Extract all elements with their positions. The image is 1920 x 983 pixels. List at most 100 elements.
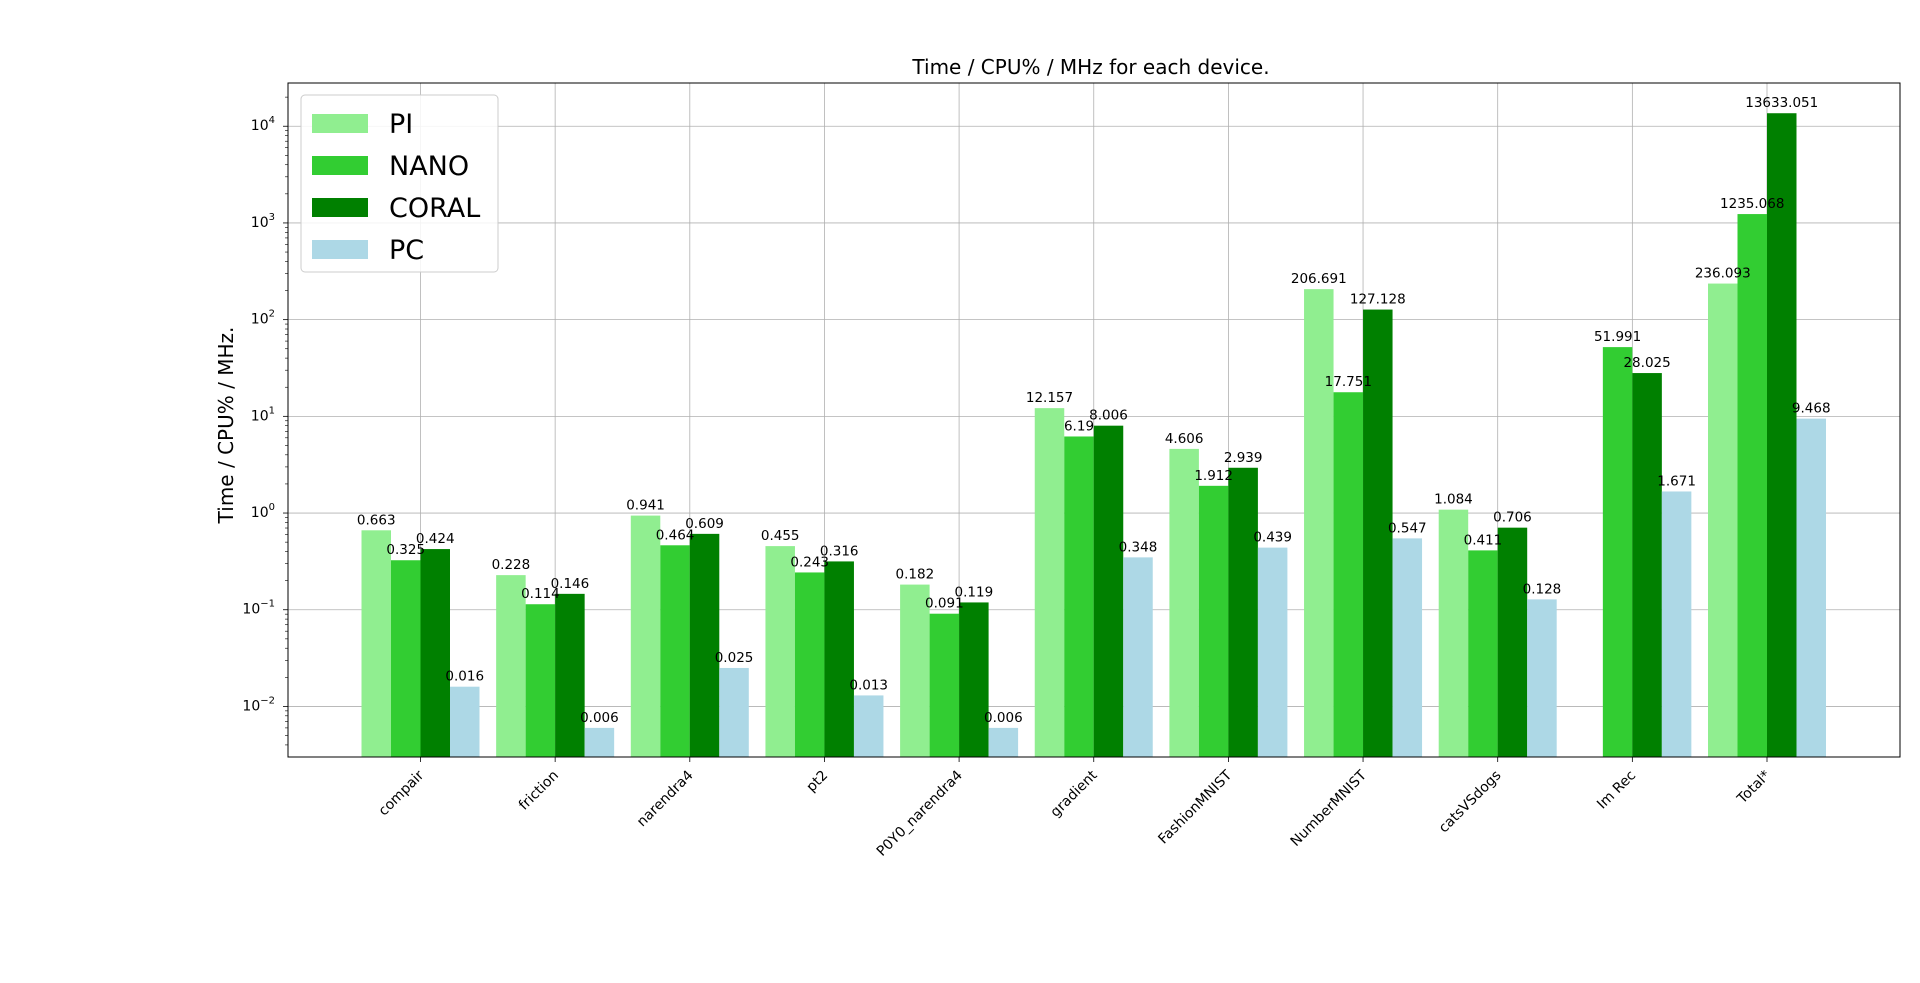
bar-pi-pt2 (765, 546, 795, 757)
bar-coral-p0y0-narendra4 (959, 602, 989, 757)
bar-coral-total (1767, 113, 1797, 757)
value-label-pc-p0y0-narendra4: 0.006 (984, 710, 1023, 726)
value-label-pi-numbermnist: 206.691 (1291, 271, 1347, 287)
y-tick-label: 104 (251, 115, 275, 134)
legend-label-pc: PC (389, 235, 424, 266)
value-label-pc-gradient: 0.348 (1119, 539, 1158, 555)
legend-swatch-pi (312, 114, 368, 133)
bar-coral-compair (420, 549, 450, 757)
value-label-pi-p0y0-narendra4: 0.182 (896, 567, 935, 583)
bar-pc-gradient (1123, 557, 1153, 757)
value-label-nano-fashionmnist: 1.912 (1194, 468, 1233, 484)
legend: PI NANO CORAL PC (300, 94, 499, 273)
bar-pc-total (1796, 418, 1826, 757)
bar-pi-p0y0-narendra4 (900, 584, 930, 757)
value-label-pi-narendra4: 0.941 (626, 498, 665, 514)
bars (361, 113, 1826, 757)
bar-nano-pt2 (794, 572, 825, 757)
bar-coral-gradient (1093, 425, 1124, 757)
value-label-nano-pt2: 0.243 (790, 554, 829, 570)
legend-swatch-coral (312, 198, 368, 217)
x-tick-label-numbermnist: NumberMNIST (1288, 767, 1371, 850)
value-label-nano-compair: 0.325 (386, 542, 425, 558)
bar-pc-pt2 (853, 695, 884, 757)
y-tick-label: 10−2 (242, 695, 275, 714)
value-label-pc-pt2: 0.013 (849, 677, 888, 693)
value-label-nano-im-rec: 51.991 (1594, 329, 1641, 345)
legend-label-coral: CORAL (389, 193, 480, 224)
value-label-nano-friction: 0.114 (521, 586, 560, 602)
value-label-coral-compair: 0.424 (416, 531, 455, 547)
bar-nano-gradient (1064, 436, 1094, 757)
value-label-coral-im-rec: 28.025 (1623, 355, 1670, 371)
y-tick-label: 100 (251, 502, 275, 521)
bar-pc-p0y0-narendra4 (988, 727, 1019, 757)
bar-nano-fashionmnist (1198, 485, 1229, 757)
y-tick-label: 10−1 (242, 599, 275, 618)
value-label-pi-friction: 0.228 (492, 557, 531, 573)
bar-nano-catsvsdogs (1468, 550, 1498, 757)
bar-nano-numbermnist (1333, 392, 1364, 757)
value-label-pc-fashionmnist: 0.439 (1253, 530, 1292, 546)
bar-pi-narendra4 (630, 515, 661, 757)
value-label-pi-fashionmnist: 4.606 (1165, 431, 1204, 447)
bar-pc-fashionmnist (1257, 547, 1288, 757)
x-tick-label-p0y0-narendra4: P0Y0_narendra4 (874, 767, 966, 859)
bar-coral-fashionmnist (1228, 467, 1258, 757)
bar-pc-catsvsdogs (1527, 599, 1557, 757)
bar-nano-compair (391, 560, 421, 757)
bar-nano-total (1737, 214, 1767, 757)
x-tick-label-im-rec: Im Rec (1594, 768, 1639, 813)
bar-coral-narendra4 (689, 533, 720, 757)
value-label-coral-catsvsdogs: 0.706 (1493, 510, 1532, 526)
value-label-pc-im-rec: 1.671 (1657, 473, 1696, 489)
value-label-nano-gradient: 6.19 (1064, 418, 1094, 434)
bar-coral-pt2 (824, 561, 854, 757)
x-tick-label-total: Total* (1734, 768, 1774, 808)
bar-pc-narendra4 (719, 667, 749, 757)
value-label-coral-narendra4: 0.609 (685, 516, 724, 532)
value-label-coral-fashionmnist: 2.939 (1224, 450, 1263, 466)
value-label-coral-pt2: 0.316 (820, 543, 859, 559)
bar-pi-friction (496, 575, 526, 757)
bar-coral-friction (555, 593, 585, 757)
bar-pc-numbermnist (1392, 538, 1423, 757)
value-label-nano-total: 1235.068 (1720, 196, 1784, 212)
value-label-pc-friction: 0.006 (580, 710, 619, 726)
bar-pi-fashionmnist (1169, 448, 1199, 757)
y-tick-label: 103 (251, 212, 275, 231)
value-label-pi-pt2: 0.455 (761, 528, 800, 544)
legend-label-nano: NANO (389, 151, 469, 182)
bar-nano-p0y0-narendra4 (929, 613, 960, 757)
chart-title: Time / CPU% / MHz for each device. (911, 55, 1269, 79)
x-tick-label-fashionmnist: FashionMNIST (1155, 767, 1235, 847)
bar-nano-narendra4 (660, 545, 690, 757)
value-label-nano-numbermnist: 17.751 (1325, 374, 1372, 390)
bar-pi-compair (361, 530, 391, 757)
value-label-pc-catsvsdogs: 0.128 (1523, 581, 1562, 597)
bar-pc-compair (450, 686, 480, 757)
value-label-nano-catsvsdogs: 0.411 (1464, 532, 1503, 548)
bar-pi-gradient (1034, 408, 1065, 757)
x-tick-label-narendra4: narendra4 (634, 767, 697, 830)
value-label-coral-total: 13633.051 (1745, 95, 1818, 111)
value-label-pc-total: 9.468 (1792, 401, 1831, 417)
value-label-coral-p0y0-narendra4: 0.119 (955, 584, 994, 600)
data-labels: 0.663 0.228 0.941 0.455 0.182 12.157 4.606 206.… (357, 95, 1831, 726)
value-label-pi-catsvsdogs: 1.084 (1434, 492, 1473, 508)
legend-box (300, 94, 499, 273)
bar-coral-numbermnist (1363, 309, 1393, 757)
value-label-pc-narendra4: 0.025 (715, 650, 754, 666)
y-tick-label: 102 (251, 309, 275, 328)
value-label-pi-total: 236.093 (1695, 266, 1751, 282)
value-label-coral-friction: 0.146 (551, 576, 590, 592)
bar-coral-im-rec (1632, 373, 1662, 757)
value-label-pc-numbermnist: 0.547 (1388, 520, 1427, 536)
bar-pi-numbermnist (1304, 289, 1334, 757)
bar-nano-im-rec (1602, 347, 1633, 757)
value-label-coral-gradient: 8.006 (1089, 408, 1128, 424)
bar-pi-total (1708, 283, 1738, 757)
x-tick-label-friction: friction (516, 768, 562, 814)
x-tick-label-gradient: gradient (1048, 767, 1101, 820)
